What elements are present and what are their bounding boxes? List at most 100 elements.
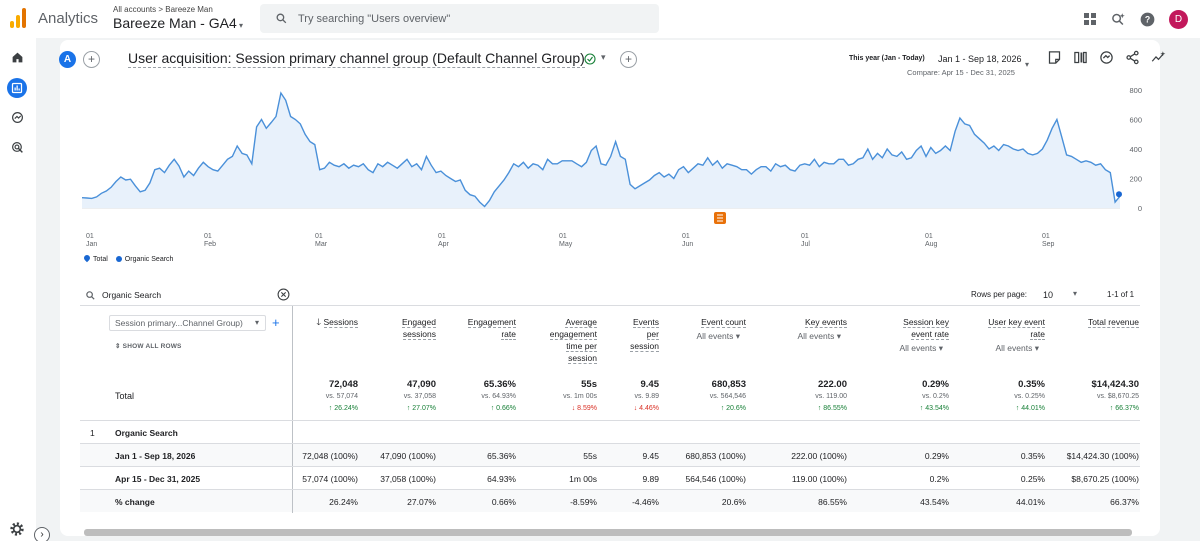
event-filter-select[interactable]: All events (995, 343, 1033, 353)
metric-header[interactable]: User key event rate All events ▾ (988, 316, 1045, 354)
account-avatar[interactable]: D (1169, 9, 1188, 29)
search-input[interactable] (298, 10, 638, 27)
metric-header[interactable]: Total revenue (1087, 316, 1139, 328)
series-area (82, 93, 1120, 208)
x-tick-month: Jul (801, 241, 810, 248)
series-line-organic-search[interactable] (81, 91, 1121, 208)
legend-organic-label: Organic Search (124, 255, 174, 263)
chevron-down-icon: ▾ (733, 331, 740, 341)
change-value: 0.66% (496, 405, 516, 412)
metric-header[interactable]: Engaged sessions (401, 316, 436, 340)
title-dropdown-icon[interactable]: ▾ (601, 52, 606, 62)
chevron-right-icon: › (40, 529, 44, 540)
x-tick-month: Aug (925, 241, 938, 248)
app-brand[interactable]: Analytics (38, 10, 99, 27)
insights-note-icon[interactable] (1047, 50, 1062, 65)
row-cell: 55s (583, 451, 597, 461)
apps-grid-icon[interactable] (1083, 12, 1097, 26)
metric-header[interactable]: Session key event rate All events ▾ (899, 316, 949, 354)
event-filter-select[interactable]: All events (797, 331, 835, 341)
dimension-select[interactable]: Session primary...Channel Group) ▾ (109, 315, 266, 331)
row-cell: 66.37% (1110, 497, 1139, 507)
row-cell: 1m 00s (569, 474, 597, 484)
date-range[interactable]: Jan 1 - Sep 18, 2026 (938, 54, 1022, 64)
metric-header[interactable]: Events per session (630, 316, 659, 352)
legend-organic-search[interactable]: Organic Search (115, 255, 174, 263)
insights-trend-icon[interactable] (1151, 50, 1166, 65)
change-value: 26.24% (334, 405, 358, 412)
settings-gear-icon[interactable] (9, 521, 25, 537)
clear-search-icon[interactable] (277, 288, 290, 301)
table-row[interactable]: Apr 15 - Dec 31, 2025 57,074 (100%) 37,058… (80, 466, 1140, 490)
row-cell: 222.00 (100%) (791, 451, 847, 461)
rows-per-page-select[interactable]: 10 (1043, 290, 1054, 300)
search-bar[interactable] (260, 4, 659, 33)
advertising-nav[interactable] (7, 137, 27, 157)
compare-value: vs. 119.00 (815, 393, 847, 400)
top-bar: Analytics All accounts > Bareeze Man Bar… (0, 0, 1200, 38)
analytics-logo[interactable] (10, 8, 28, 28)
rows-dropdown-icon[interactable]: ▾ (1073, 289, 1078, 298)
share-icon[interactable] (1125, 50, 1140, 65)
row-cell: 37,058 (100%) (380, 474, 436, 484)
arrow-up-icon: ↑ (490, 405, 497, 412)
compare-value: vs. $8,670.25 (1096, 393, 1139, 400)
x-tick-month: Jan (86, 241, 97, 248)
metric-header-text: engagement (549, 329, 597, 340)
arrow-up-icon: ↑ (406, 405, 413, 412)
comparison-avatar[interactable]: A (59, 51, 76, 68)
table-row[interactable]: % change 26.24% 27.07% 0.66% -8.59% -4.46% 20.… (80, 489, 1140, 513)
date-preset-label[interactable]: This year (Jan - Today) (849, 55, 925, 62)
table-search-input[interactable]: Organic Search (102, 290, 162, 300)
event-filter-select[interactable]: All events (696, 331, 734, 341)
customize-report-icon[interactable] (1099, 50, 1114, 65)
x-tick-day: 01 (86, 233, 94, 240)
event-filter-select[interactable]: All events (899, 343, 937, 353)
metric-header-text: Event count (701, 317, 746, 328)
report-title[interactable]: User acquisition: Session primary channe… (128, 50, 585, 68)
compare-columns-icon[interactable] (1073, 50, 1088, 65)
pagination-text: 1-1 of 1 (1107, 290, 1135, 299)
chevron-down-icon: ▾ (834, 331, 841, 341)
row-cell: 0.66% (491, 497, 516, 507)
add-dimension-button[interactable]: + (272, 315, 280, 330)
metric-header[interactable]: Key events All events ▾ (797, 316, 847, 342)
help-icon[interactable]: ? (1140, 12, 1155, 27)
table-toolbar: Organic Search Rows per page: 10 ▾ 1-1 o… (80, 284, 1140, 306)
metric-header-text: Key events (804, 317, 847, 328)
left-nav-rail (0, 38, 36, 541)
compare-value: vs. 37,058 (403, 393, 436, 400)
explore-nav[interactable] (7, 107, 27, 127)
row-cell: 43.54% (920, 497, 949, 507)
home-nav[interactable] (7, 47, 27, 67)
metric-header[interactable]: Engagement rate (467, 316, 516, 340)
y-tick-label: 800 (1129, 86, 1142, 95)
metric-header-text: event rate (911, 329, 949, 340)
horizontal-scrollbar[interactable] (84, 529, 1132, 536)
compare-value: vs. 564,546 (709, 393, 746, 400)
metric-header[interactable]: Average engagement time per session (549, 316, 597, 364)
expand-nav-button[interactable]: › (34, 527, 50, 541)
row-number: 1 (90, 428, 95, 438)
row-cell: 44.01% (1016, 497, 1045, 507)
total-value: 55s (581, 379, 597, 390)
endpoint-marker[interactable] (1116, 191, 1122, 198)
check-circle-icon[interactable] (584, 53, 596, 65)
table-row[interactable]: Jan 1 - Sep 18, 2026 72,048 (100%) 47,090 … (80, 443, 1140, 467)
change-value: 4.46% (639, 405, 659, 412)
date-dropdown-icon[interactable]: ▾ (1025, 60, 1030, 69)
property-selector[interactable]: Bareeze Man - GA4 ▾ (113, 15, 243, 31)
metric-header[interactable]: Event count All events ▾ (696, 316, 746, 342)
y-tick-label: 600 (1129, 116, 1142, 125)
search-insights-icon[interactable] (1111, 12, 1126, 27)
row-cell: 0.25% (1020, 474, 1045, 484)
add-comparison-button[interactable]: + (83, 51, 100, 68)
x-tick-day: 01 (315, 233, 323, 240)
reports-nav[interactable] (7, 78, 27, 98)
add-report-button[interactable]: + (620, 51, 637, 68)
legend-total[interactable]: Total (82, 253, 108, 263)
table-row[interactable]: 1 Organic Search (80, 420, 1140, 444)
account-breadcrumb[interactable]: All accounts > Bareeze Man (113, 5, 213, 14)
metric-header[interactable]: 🡓 Sessions (316, 316, 358, 328)
show-all-rows-button[interactable]: ⇕ SHOW ALL ROWS (115, 342, 182, 350)
